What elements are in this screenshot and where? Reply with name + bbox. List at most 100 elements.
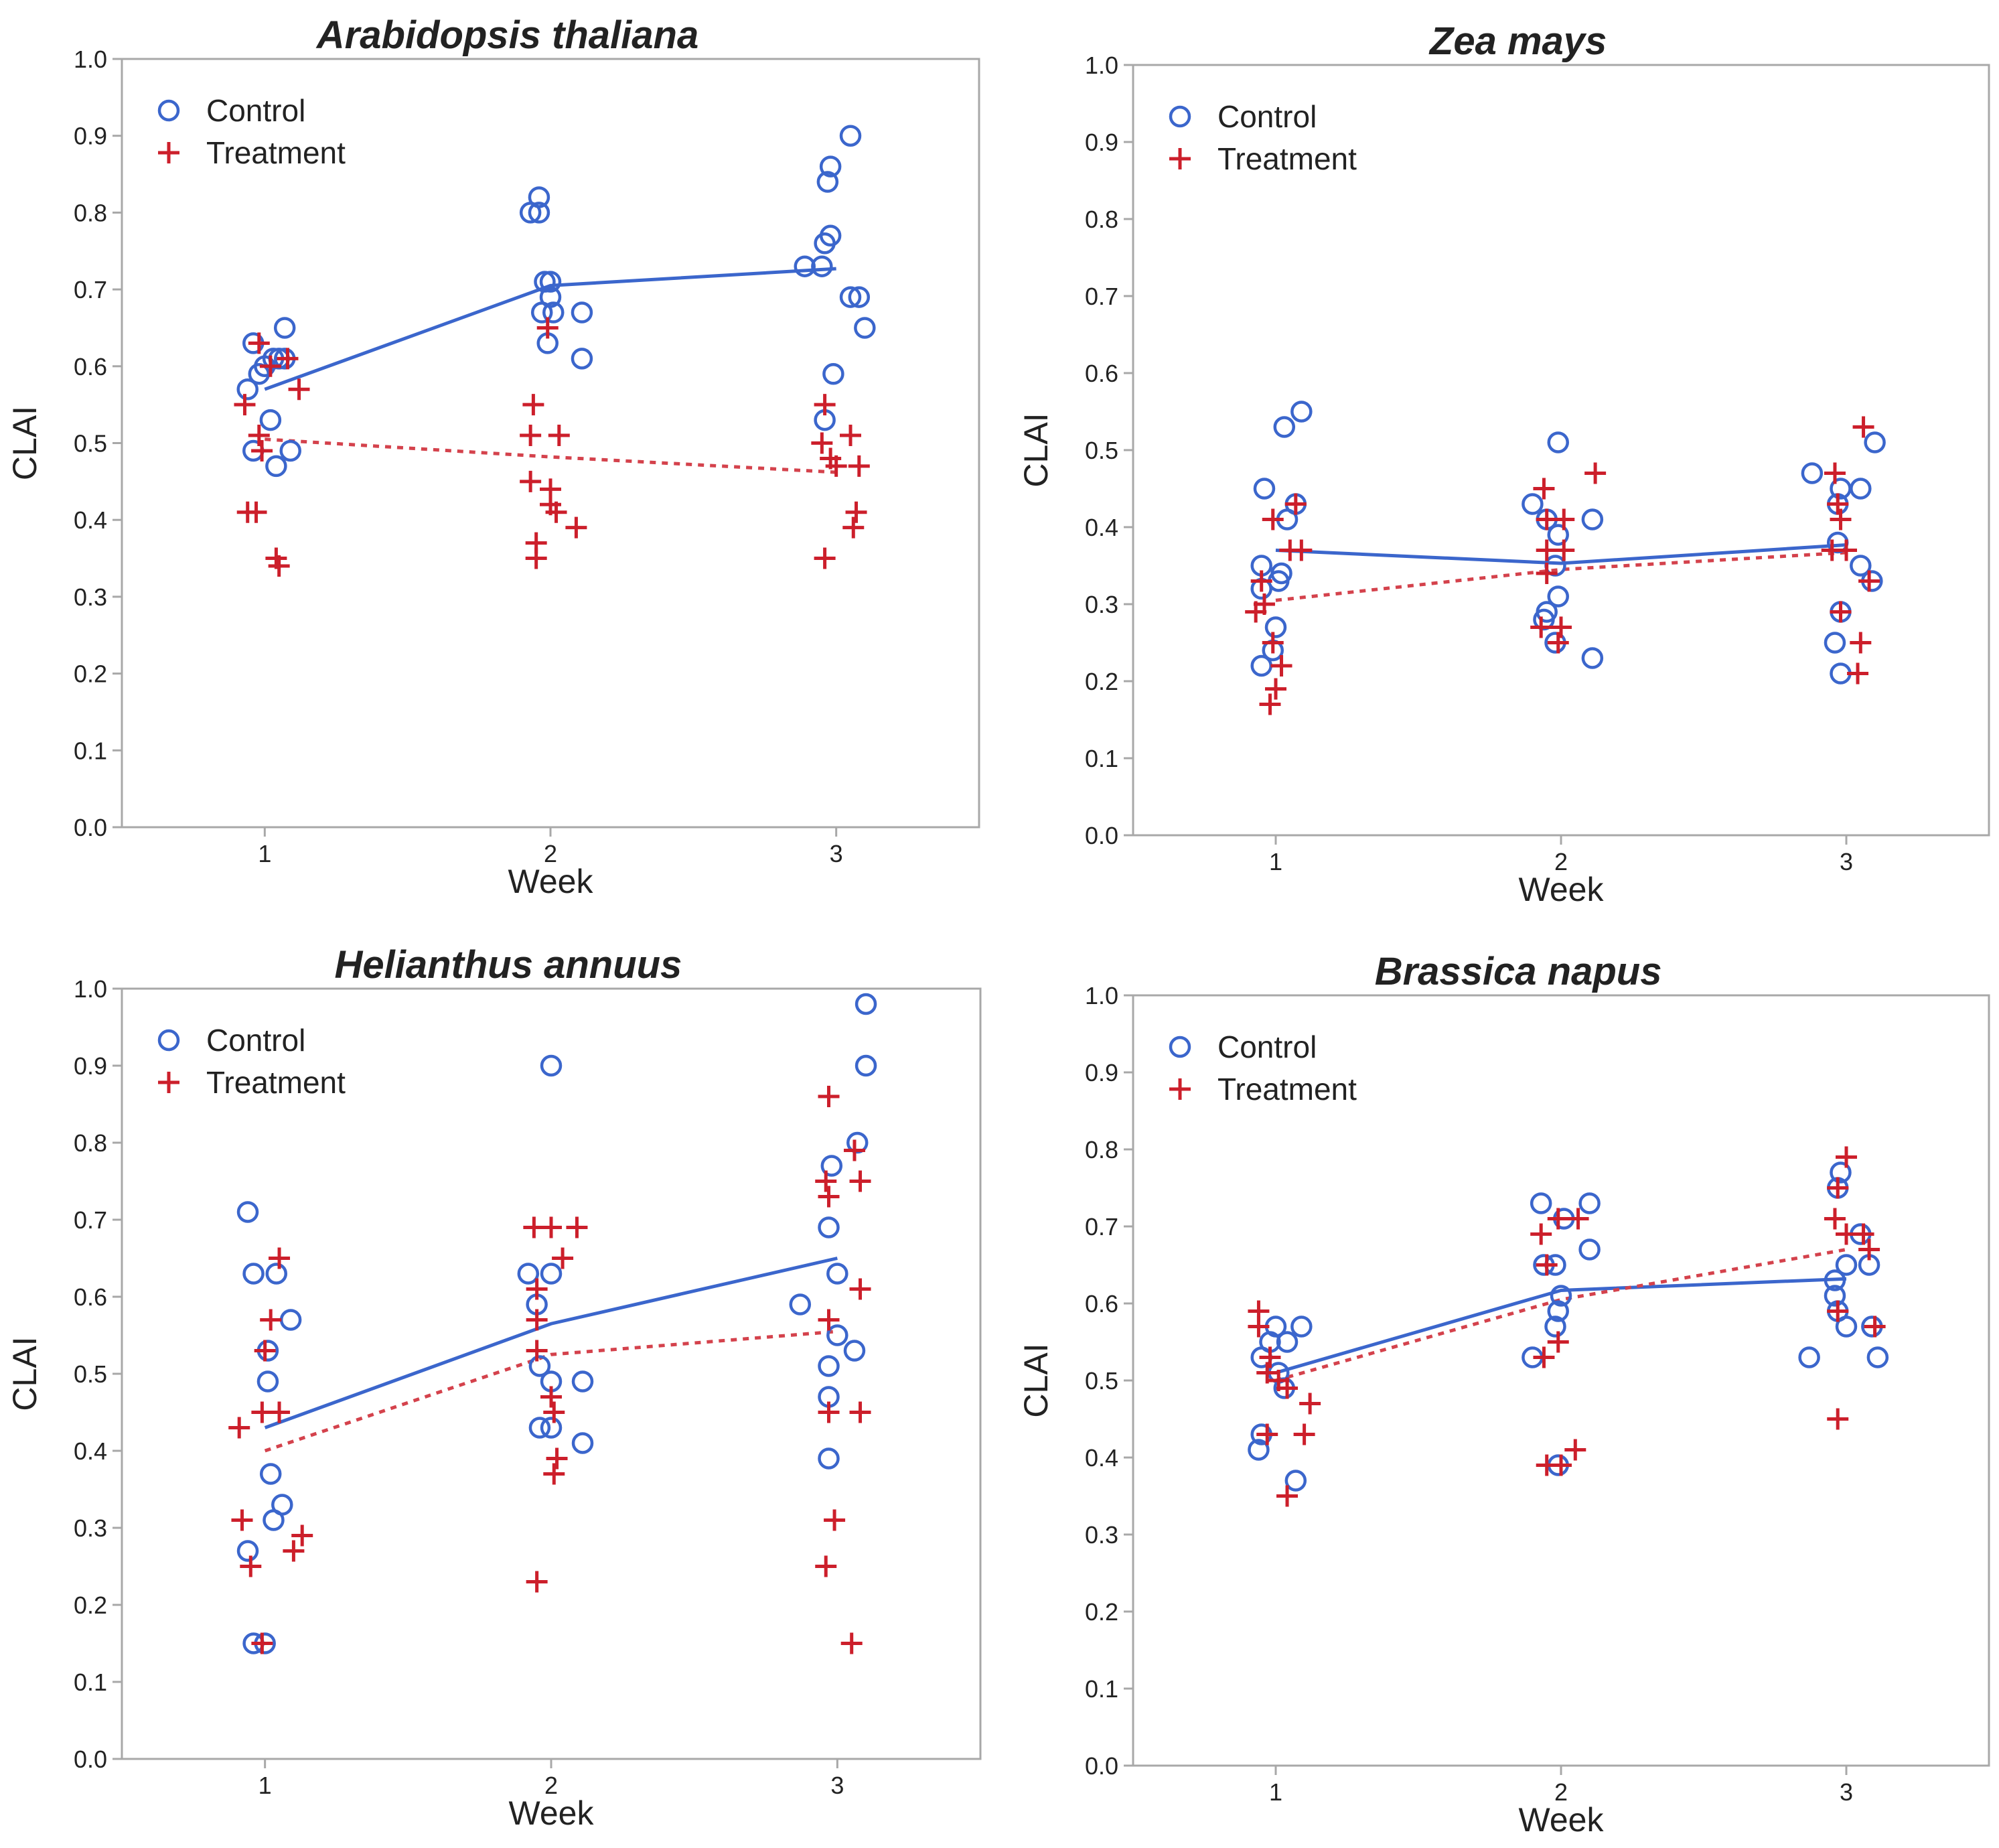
chart-2-xtick-label: 3 [1840, 848, 1853, 875]
chart-3-treatment-point [815, 1555, 837, 1577]
chart-1-xlabel: Week [508, 863, 594, 900]
chart-3-treatment-point [251, 1632, 273, 1654]
chart-1-treatment-point [288, 378, 310, 401]
chart-4-control-point [1824, 1269, 1846, 1291]
chart-1-control-point [571, 348, 593, 370]
chart-2-control-point [1850, 555, 1872, 577]
chart-2-ytick-label: 0.3 [1085, 591, 1118, 618]
chart-2-ytick-label: 0.2 [1085, 668, 1118, 695]
chart-3-legend-treatment-marker [158, 1072, 179, 1093]
chart-2-treatment-point [1847, 662, 1869, 685]
chart-4-treatment-point [1547, 1331, 1569, 1353]
chart-2-ytick-label: 0.8 [1085, 206, 1118, 233]
chart-4-legend-treatment-marker [1169, 1078, 1191, 1100]
chart-4-ytick-label: 0.9 [1085, 1059, 1118, 1086]
chart-1-treatment-point [525, 547, 547, 569]
chart-2-treatment-point [1553, 539, 1575, 561]
chart-4-xlabel: Week [1519, 1801, 1605, 1839]
chart-1-treatment-point [259, 355, 281, 377]
chart-2-xtick-label: 1 [1269, 848, 1282, 875]
chart-4-treatment-point [1824, 1208, 1846, 1230]
chart-4-treatment-point [1259, 1346, 1281, 1368]
chart-4-treatment-point [1533, 1346, 1555, 1368]
chart-3-treatment-point [824, 1509, 846, 1531]
chart-3-control-point [571, 1370, 594, 1393]
chart-3-control-point [263, 1509, 285, 1531]
chart-3-control-point [236, 1540, 259, 1562]
chart-3-ytick-label: 0.5 [74, 1360, 107, 1388]
chart-2-treatment-point [1250, 570, 1272, 592]
chart-1-treatment-point [814, 547, 836, 569]
chart-2-ylabel: CLAI [1017, 413, 1055, 487]
chart-1-ytick-label: 0.4 [74, 506, 107, 534]
chart-4-treatment-point [1299, 1393, 1321, 1415]
chart-2-ytick-label: 1.0 [1085, 52, 1118, 79]
chart-3-control-point [242, 1263, 265, 1285]
chart-1-control-point [528, 202, 550, 224]
chart-1-treatment-point [545, 501, 567, 523]
chart-3-control-point [789, 1293, 812, 1316]
chart-3-treatment-point [546, 1447, 568, 1470]
chart-4-control-point [1798, 1346, 1820, 1368]
chart-3-treatment-point [818, 1309, 840, 1331]
chart-3-ytick-label: 0.9 [74, 1052, 107, 1080]
chart-3-treatment-mean-line [264, 1330, 838, 1453]
chart-3-treatment-point [818, 1086, 840, 1107]
chart-1-treatment-point [251, 439, 273, 461]
chart-3-control-point [259, 1463, 282, 1485]
chart-4-control-point [1830, 1161, 1852, 1184]
chart-2-ytick-label: 0.7 [1085, 283, 1118, 310]
chart-4-ytick-label: 0.2 [1085, 1598, 1118, 1626]
chart-1-ytick-label: 1.0 [74, 46, 107, 73]
chart-2-control-point [1801, 462, 1824, 484]
chart-1-treatment-point [520, 425, 542, 447]
chart-3-control-point [826, 1324, 848, 1346]
chart-1-control-point [273, 317, 296, 339]
chart-3-legend-control-label: Control [206, 1023, 305, 1058]
chart-4-legend-control-marker [1169, 1036, 1191, 1058]
chart-4-control-point [1290, 1316, 1313, 1338]
chart-1-treatment-point [548, 425, 570, 447]
chart-1-treatment-point [842, 516, 865, 539]
chart-3-control-point [540, 1417, 563, 1439]
chart-2-ytick-label: 0.9 [1085, 129, 1118, 156]
chart-3-treatment-point [840, 1632, 863, 1654]
chart-3-treatment-point [526, 1571, 548, 1593]
chart-1-treatment-point [536, 317, 559, 339]
chart-3-treatment-point [283, 1540, 305, 1562]
chart-2-xtick-label: 2 [1554, 848, 1568, 875]
chart-3-control-point [826, 1263, 848, 1285]
chart-1-treatment-mean-line [265, 437, 836, 474]
chart-3-title: Helianthus annuus [334, 943, 682, 987]
chart-1-control-point [279, 439, 301, 462]
chart-1-legend-control-marker [157, 99, 180, 122]
chart-4-control-point [1578, 1192, 1601, 1214]
chart-3-control-point [855, 1054, 877, 1077]
chart-4-treatment-point [1567, 1208, 1589, 1230]
chart-4-control-point [1284, 1470, 1307, 1492]
chart-1-control-point [539, 271, 562, 293]
chart-4-ytick-label: 0.5 [1085, 1367, 1118, 1395]
chart-1-control-point [539, 286, 562, 308]
chart-4-ytick-label: 1.0 [1085, 982, 1118, 1009]
chart-2-treatment-point [1553, 508, 1575, 530]
chart-3-treatment-point [526, 1278, 548, 1300]
chart-1-control-point [248, 363, 271, 385]
chart-2-ytick-label: 0.0 [1085, 822, 1118, 849]
chart-2-control-point [1547, 524, 1569, 546]
chart-1-treatment-point [268, 555, 290, 577]
chart-4-treatment-point [1256, 1362, 1278, 1384]
chart-3-control-point [265, 1263, 288, 1285]
chart-4-plot-frame [1132, 994, 1990, 1767]
chart-4-xtick-label: 2 [1554, 1778, 1568, 1806]
chart-3-ytick-label: 0.3 [74, 1514, 107, 1542]
chart-4-ytick-label: 0.8 [1085, 1136, 1118, 1163]
chart-3-treatment-point [815, 1170, 837, 1192]
chart-4-treatment-point [1564, 1439, 1586, 1461]
chart-1-ytick-label: 0.7 [74, 276, 107, 303]
chart-2-ytick-label: 0.6 [1085, 360, 1118, 387]
chart-3-legend-treatment-label: Treatment [206, 1065, 346, 1100]
chart-4-control-point [1530, 1192, 1552, 1214]
chart-4-control-point [1248, 1439, 1270, 1461]
chart-4-ytick-label: 0.0 [1085, 1752, 1118, 1780]
